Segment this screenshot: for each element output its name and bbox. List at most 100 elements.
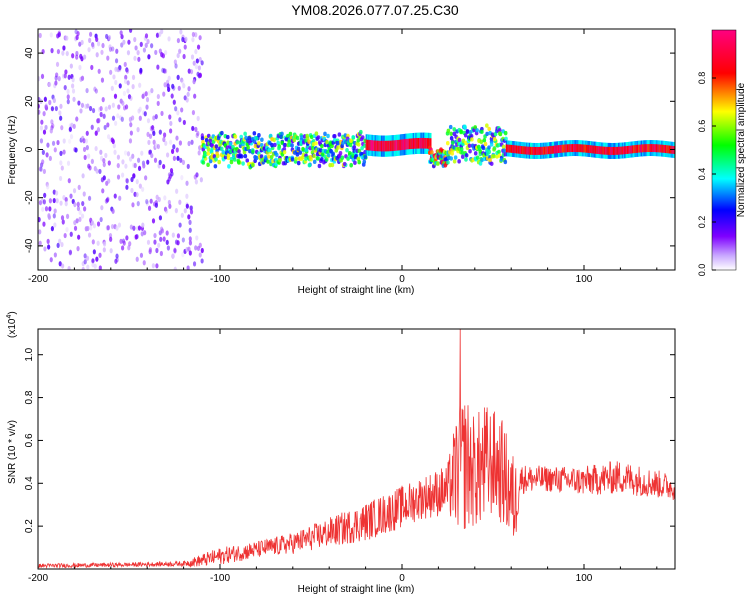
spectrogram-cell	[99, 111, 103, 118]
spectrogram-cell	[524, 146, 528, 155]
spectrogram-cell	[180, 175, 184, 181]
spectrogram-cell	[645, 144, 649, 153]
spectrogram-cell	[100, 155, 104, 161]
spectrogram-cell	[556, 145, 559, 154]
y-tick-label: -40	[24, 238, 35, 253]
spectrogram-cell	[640, 144, 643, 153]
spectrogram-cell	[118, 83, 122, 89]
spectrogram-cell	[119, 115, 123, 121]
spectrogram-cell	[140, 150, 144, 156]
spectrogram-cell	[138, 115, 142, 121]
spectrogram-cell	[107, 178, 111, 184]
spectrogram-cell	[487, 126, 491, 132]
spectrogram-cell	[429, 138, 432, 149]
spectrogram-cell	[88, 105, 93, 112]
spectrogram-cell	[128, 116, 133, 122]
spectrogram-cell	[492, 153, 496, 159]
spectrogram-cell	[78, 209, 82, 216]
spectrogram-cell	[592, 145, 595, 154]
spectrogram-cell	[42, 111, 46, 117]
spectrogram-cell	[129, 130, 133, 136]
spectrogram-cell	[69, 134, 74, 140]
spectrogram-cell	[630, 145, 633, 154]
spectrogram-cell	[586, 144, 589, 153]
spectrogram-cell	[97, 68, 101, 74]
spectrogram-cell	[176, 74, 180, 80]
spectrogram-cell	[136, 50, 140, 56]
x-tick-label: 100	[576, 573, 593, 584]
spectrogram-cell	[44, 206, 49, 212]
spectrogram-cell	[198, 252, 202, 258]
spectrogram-cell	[417, 137, 421, 149]
spectrogram-cell	[424, 137, 427, 149]
spectrogram-cell	[162, 132, 167, 138]
spectrogram-cell	[178, 140, 183, 146]
spectrogram-cell	[42, 221, 46, 227]
spectrogram-cell	[349, 138, 353, 143]
spectrogram-cell	[382, 140, 385, 152]
spectrogram-cell	[554, 145, 557, 154]
spectrogram-cell	[483, 141, 488, 147]
spectrogram-cell	[150, 43, 154, 49]
spectrogram-cell	[365, 139, 368, 151]
spectrogram-cell	[101, 42, 105, 49]
spectrogram-cell	[314, 131, 319, 136]
colorbar-tick-label: 0.2	[697, 216, 707, 229]
spectrogram-cell	[340, 155, 345, 160]
spectrogram-cell	[352, 144, 357, 150]
spectrogram-cell	[107, 104, 112, 110]
spectrogram-cell	[183, 44, 187, 50]
spectrogram-cell	[552, 145, 556, 154]
spectrogram-cell	[220, 130, 224, 136]
spectrogram-cell	[71, 77, 75, 83]
spectrogram-cell	[176, 37, 181, 44]
spectrogram-cell	[45, 152, 49, 158]
spectrogram-cell	[66, 160, 71, 166]
spectrogram-cell	[61, 263, 65, 269]
spectrogram-cell	[320, 143, 324, 149]
spectrogram-cell	[122, 90, 127, 96]
spectrogram-cell	[295, 152, 300, 157]
spectrogram-cell	[67, 265, 71, 270]
spectrogram-cell	[118, 66, 122, 72]
spectrogram-cell	[502, 148, 506, 153]
spectrogram-cell	[87, 232, 92, 238]
spectrogram-cell	[110, 85, 114, 91]
spectrogram-cell	[102, 247, 106, 253]
spectrogram-cell	[175, 147, 179, 153]
spectrogram-cell	[226, 134, 230, 140]
spectrogram-cell	[102, 161, 106, 168]
spectrogram-cell	[647, 144, 650, 153]
spectrogram-cell	[147, 54, 151, 60]
spectrogram-cell	[133, 55, 137, 61]
spectrogram-cell	[317, 140, 322, 145]
spectrogram-cell	[43, 192, 47, 198]
spectrogram-cell	[164, 208, 169, 214]
spectrogram-cell	[338, 150, 343, 156]
spectrogram-cell	[412, 138, 415, 149]
spectrogram-cell	[72, 188, 77, 194]
spectrogram-cell	[164, 140, 168, 146]
spectrogram-cell	[371, 140, 375, 151]
spectrogram-cell	[99, 105, 103, 112]
spectrogram-cell	[179, 29, 183, 35]
spectrogram-cell	[188, 250, 192, 256]
spectrogram-cell	[46, 184, 50, 190]
spectrogram-cell	[80, 213, 85, 219]
spectrogram-cell	[82, 191, 86, 197]
spectrogram-cell	[563, 144, 566, 153]
spectrogram-cell	[119, 238, 123, 244]
spectrogram-cell	[126, 88, 130, 94]
spectrogram-cell	[46, 238, 50, 244]
spectrogram-cell	[257, 133, 261, 138]
spectrogram-cell	[356, 142, 361, 147]
spectrogram-cell	[597, 146, 600, 155]
spectrogram-cell	[54, 105, 58, 112]
spectrogram-cell	[407, 138, 410, 150]
spectrogram-cell	[636, 144, 640, 153]
spectrogram-cell	[76, 205, 81, 212]
spectrogram-cell	[260, 137, 264, 142]
spectrogram-cell	[200, 136, 205, 141]
spectrogram-cell	[606, 146, 609, 155]
spectrogram-cell	[108, 232, 113, 239]
